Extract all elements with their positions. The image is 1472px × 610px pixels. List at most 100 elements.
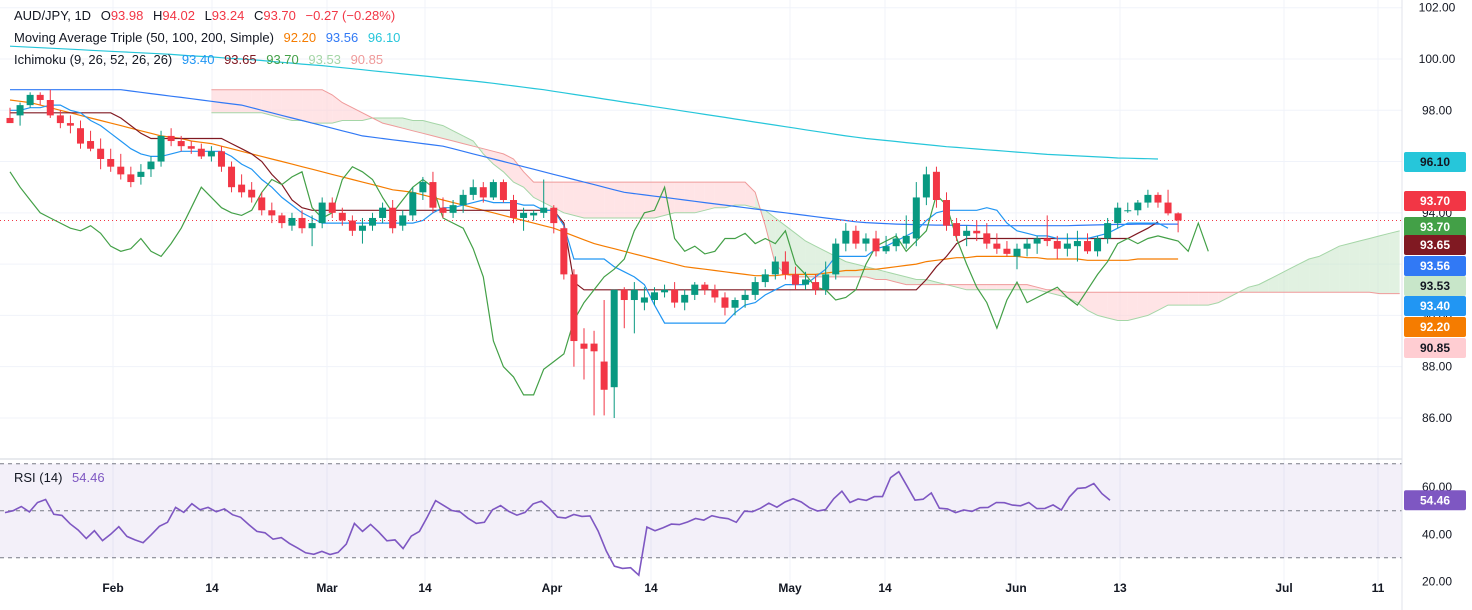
candle-body[interactable] — [46, 100, 54, 116]
candle-body[interactable] — [489, 182, 497, 198]
candle-body[interactable] — [1134, 202, 1142, 211]
candle-body[interactable] — [1114, 207, 1122, 224]
candle-body[interactable] — [328, 202, 336, 213]
candle-body[interactable] — [983, 233, 991, 244]
candle-body[interactable] — [439, 207, 447, 213]
candle-body[interactable] — [1063, 243, 1071, 249]
candle-body[interactable] — [449, 205, 457, 213]
candle-body[interactable] — [802, 279, 810, 285]
candle-body[interactable] — [872, 238, 880, 252]
candle-body[interactable] — [248, 189, 256, 198]
candle-body[interactable] — [228, 166, 236, 188]
candle-body[interactable] — [1104, 223, 1112, 239]
candle-body[interactable] — [530, 212, 538, 216]
candle-body[interactable] — [882, 246, 890, 252]
candle-body[interactable] — [993, 243, 1001, 249]
candle-body[interactable] — [258, 197, 266, 211]
candle-body[interactable] — [570, 274, 578, 342]
candle-body[interactable] — [580, 343, 588, 349]
candle-body[interactable] — [1094, 238, 1102, 252]
candle-body[interactable] — [389, 207, 397, 229]
candle-body[interactable] — [238, 184, 246, 193]
candle-body[interactable] — [540, 207, 548, 213]
time-axis[interactable]: Feb 14 Mar 14 Apr 14 May 14 Jun 13 Jul 11 — [102, 581, 1384, 595]
candle-body[interactable] — [338, 212, 346, 221]
candle-body[interactable] — [459, 194, 467, 206]
candle-body[interactable] — [862, 238, 870, 244]
candle-body[interactable] — [379, 207, 387, 218]
candle-body[interactable] — [107, 158, 115, 167]
candle-body[interactable] — [761, 274, 769, 283]
candle-body[interactable] — [650, 292, 658, 301]
candle-body[interactable] — [177, 141, 185, 147]
candle-body[interactable] — [741, 294, 749, 301]
candle-body[interactable] — [681, 294, 689, 303]
candle-body[interactable] — [701, 284, 709, 290]
candle-body[interactable] — [781, 261, 789, 275]
candle-body[interactable] — [721, 297, 729, 308]
candle-body[interactable] — [1043, 238, 1051, 242]
candle-body[interactable] — [298, 217, 306, 229]
candle-body[interactable] — [157, 135, 165, 162]
candle-body[interactable] — [590, 343, 598, 352]
candle-body[interactable] — [771, 261, 779, 275]
candle-body[interactable] — [902, 235, 910, 244]
candle-body[interactable] — [1154, 194, 1162, 203]
candle-body[interactable] — [822, 274, 830, 290]
candle-body[interactable] — [147, 161, 155, 170]
candle-body[interactable] — [640, 297, 648, 303]
candle-body[interactable] — [399, 215, 407, 226]
ma-legend[interactable]: Moving Average Triple (50, 100, 200, Sim… — [14, 30, 406, 45]
candle-body[interactable] — [207, 151, 215, 157]
candle-body[interactable] — [1053, 241, 1061, 249]
candle-body[interactable] — [137, 171, 145, 177]
candle-body[interactable] — [76, 128, 84, 144]
candle-body[interactable] — [499, 182, 507, 201]
candle-body[interactable] — [630, 289, 638, 301]
candle-body[interactable] — [973, 230, 981, 234]
candle-body[interactable] — [922, 174, 930, 198]
candle-body[interactable] — [16, 105, 24, 116]
candle-body[interactable] — [661, 289, 669, 293]
candle-body[interactable] — [217, 151, 225, 167]
candle-body[interactable] — [308, 223, 316, 229]
candle-body[interactable] — [1144, 194, 1152, 203]
candle-body[interactable] — [278, 215, 286, 224]
candle-body[interactable] — [912, 197, 920, 239]
candle-body[interactable] — [479, 187, 487, 198]
candle-body[interactable] — [117, 166, 125, 175]
candle-body[interactable] — [56, 115, 64, 124]
candle-body[interactable] — [87, 141, 95, 149]
candle-body[interactable] — [812, 282, 820, 290]
candle-body[interactable] — [348, 220, 356, 231]
candle-body[interactable] — [932, 171, 940, 201]
candle-body[interactable] — [600, 361, 608, 390]
candle-body[interactable] — [358, 225, 366, 231]
candle-body[interactable] — [832, 243, 840, 275]
candle-body[interactable] — [1124, 210, 1132, 212]
candle-body[interactable] — [1164, 202, 1172, 214]
candle-body[interactable] — [620, 289, 628, 301]
candle-body[interactable] — [36, 94, 44, 101]
candle-body[interactable] — [1033, 238, 1041, 244]
candle-body[interactable] — [1003, 248, 1011, 254]
candle-body[interactable] — [409, 192, 417, 216]
candle-body[interactable] — [127, 174, 135, 183]
candle-body[interactable] — [520, 212, 528, 218]
price-axis[interactable]: 86.0088.0090.0092.0094.0096.0098.00100.0… — [1419, 1, 1456, 425]
candle-body[interactable] — [1023, 243, 1031, 249]
candle-body[interactable] — [66, 123, 74, 126]
candle-body[interactable] — [963, 230, 971, 236]
candle-body[interactable] — [510, 200, 517, 218]
candle-body[interactable] — [26, 94, 34, 106]
candle-body[interactable] — [791, 274, 799, 285]
candle-body[interactable] — [97, 148, 105, 159]
candle-body[interactable] — [671, 289, 679, 303]
candle-body[interactable] — [550, 207, 558, 224]
candle-body[interactable] — [691, 284, 699, 295]
candle-body[interactable] — [852, 230, 860, 244]
candle-body[interactable] — [610, 289, 618, 388]
candle-body[interactable] — [167, 135, 175, 142]
candle-body[interactable] — [1073, 241, 1081, 247]
